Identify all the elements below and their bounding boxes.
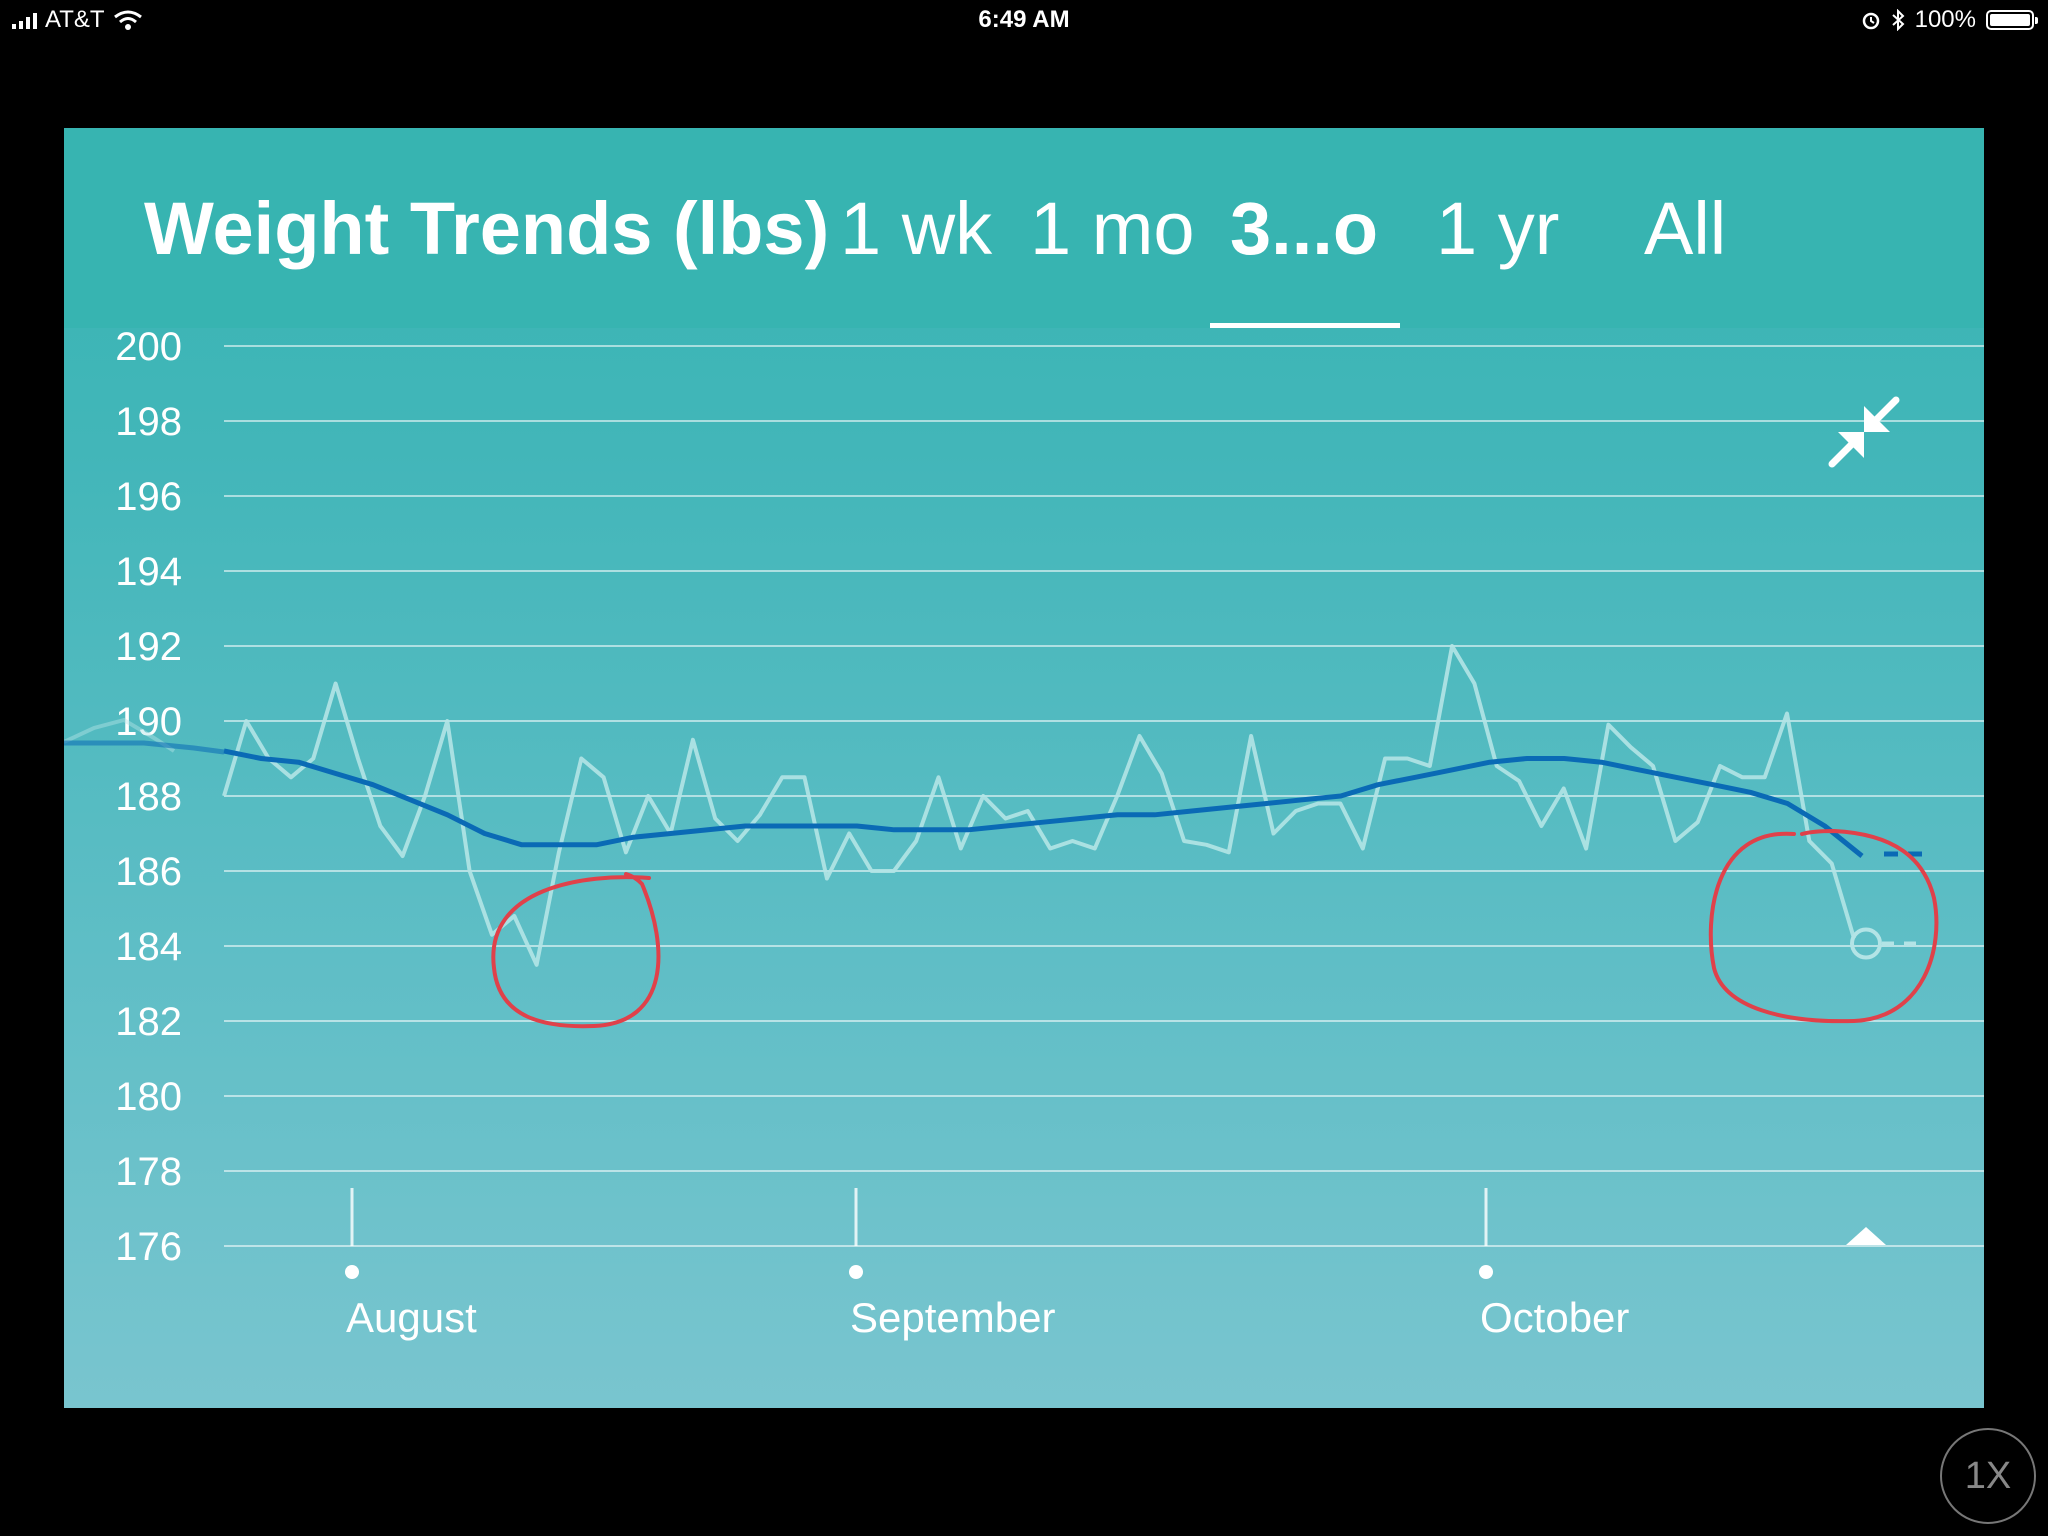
y-tick-label: 190 — [115, 700, 182, 744]
weight-trends-panel: 200 198 196 194 192 190 188 186 184 182 180 178 176 A… — [64, 128, 1984, 1408]
y-tick-label: 200 — [115, 325, 182, 369]
status-bar-left: AT&T — [12, 6, 143, 34]
y-tick-label: 176 — [115, 1225, 182, 1269]
daily-weight-line — [222, 644, 1856, 967]
trend-lead-in — [64, 740, 225, 755]
tab-3-months[interactable]: 3...o — [1230, 187, 1379, 270]
carrier-label: AT&T — [45, 6, 105, 33]
annotation-circle-august — [491, 872, 661, 1029]
y-tick-label: 178 — [115, 1150, 182, 1194]
month-label: August — [346, 1294, 477, 1341]
tab-1-week[interactable]: 1 wk — [840, 187, 993, 270]
battery-percent: 100% — [1914, 6, 1976, 33]
trend-weight-line — [223, 748, 1864, 858]
y-tick-label: 198 — [115, 400, 182, 444]
collapse-arrows-icon[interactable] — [1826, 394, 1902, 470]
status-bar-right: 100% — [1861, 6, 2038, 34]
y-tick-label: 182 — [115, 1000, 182, 1044]
wifi-icon — [113, 10, 142, 30]
month-dot — [345, 1265, 359, 1279]
month-dot — [849, 1265, 863, 1279]
tab-all[interactable]: All — [1644, 187, 1727, 270]
y-tick-label: 186 — [115, 850, 182, 894]
month-label: September — [850, 1294, 1055, 1341]
tab-1-month[interactable]: 1 mo — [1030, 187, 1195, 270]
battery-icon — [1986, 10, 2038, 30]
y-tick-label: 180 — [115, 1075, 182, 1119]
weight-chart: 200 198 196 194 192 190 188 186 184 182 180 178 176 A… — [64, 325, 1984, 1341]
chart-header — [64, 128, 1984, 328]
zoom-1x-button[interactable]: 1X — [1940, 1428, 2036, 1524]
alarm-icon — [1862, 12, 1879, 30]
y-tick-label: 192 — [115, 625, 182, 669]
tab-1-year[interactable]: 1 yr — [1436, 187, 1560, 270]
scrubber-marker — [1846, 1227, 1886, 1245]
y-tick-label: 196 — [115, 475, 182, 519]
latest-weight-point — [1850, 927, 1882, 960]
cellular-signal-icon — [12, 11, 37, 29]
y-tick-label: 188 — [115, 775, 182, 819]
annotation-circle-latest — [1708, 828, 1939, 1024]
y-tick-label: 194 — [115, 550, 182, 594]
bluetooth-icon — [1891, 9, 1905, 31]
active-tab-underline — [1210, 323, 1400, 328]
clock: 6:49 AM — [978, 6, 1070, 33]
y-tick-label: 184 — [115, 925, 182, 969]
month-label: October — [1480, 1294, 1629, 1341]
month-dot — [1479, 1265, 1493, 1279]
page-title: Weight Trends (lbs) — [144, 187, 830, 270]
status-bar: AT&T 6:49 AM 100% — [0, 0, 2048, 42]
